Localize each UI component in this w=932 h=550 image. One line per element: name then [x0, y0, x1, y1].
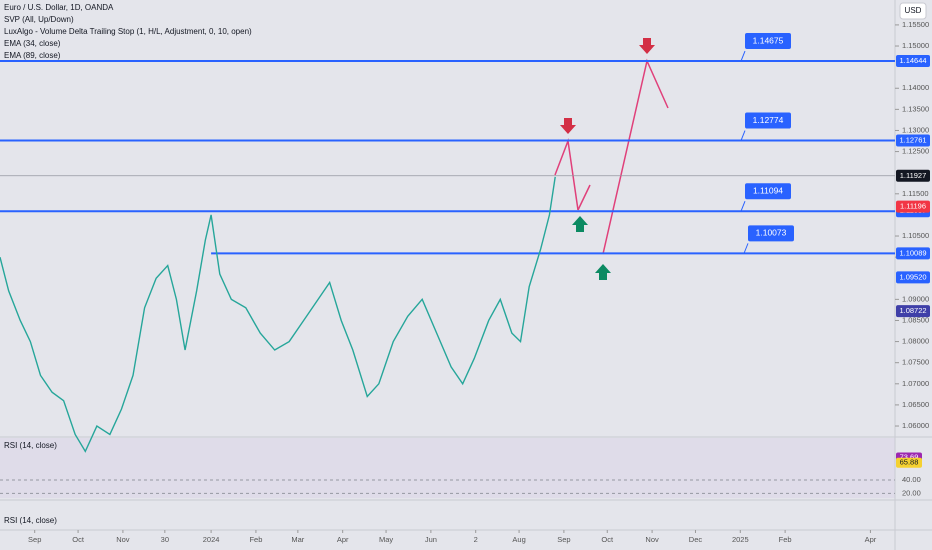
y-tick-label: 1.06500 [902, 400, 929, 409]
target-pointer [740, 201, 746, 212]
up-arrow [572, 216, 588, 232]
level-badge [896, 134, 930, 147]
level-label: 1.12761 [899, 136, 926, 145]
rsi-pane [0, 438, 895, 498]
indicator: SVP (All, Up/Down) [4, 15, 74, 24]
target-label: 1.11094 [753, 185, 783, 195]
target-pointer [740, 130, 746, 141]
x-tick-label: Apr [865, 535, 877, 544]
rsi-tick-label: 20.00 [902, 488, 921, 497]
target-badge [748, 225, 794, 242]
y-tick-label: 1.07500 [902, 358, 929, 367]
x-tick-label: 2025 [732, 535, 749, 544]
x-tick-label: Nov [116, 535, 130, 544]
rsi-reading: 65.88 [900, 458, 919, 467]
y-tick-label: 1.15000 [902, 41, 929, 50]
x-tick-label: May [379, 535, 393, 544]
down-arrow [639, 38, 655, 54]
target-label: 1.14675 [753, 35, 784, 45]
level-badge [896, 55, 930, 68]
x-tick-label: Feb [779, 535, 792, 544]
y-tick-label: 1.13500 [902, 104, 929, 113]
x-tick-label: Nov [645, 535, 659, 544]
x-tick-label: Mar [291, 535, 304, 544]
indicator: LuxAlgo - Volume Delta Trailing Stop (1,… [4, 27, 252, 36]
currency[interactable]: USD [905, 6, 922, 15]
price-badge [896, 271, 930, 284]
target-pointer [743, 243, 749, 254]
x-tick-label: 2 [474, 535, 478, 544]
indicator: EMA (89, close) [4, 51, 61, 60]
y-tick-label: 1.07000 [902, 379, 929, 388]
y-tick-label: 1.09000 [902, 294, 929, 303]
y-tick-label: 1.13000 [902, 125, 929, 134]
x-tick-label: Oct [601, 535, 614, 544]
level-label: 1.14644 [899, 56, 926, 65]
down-arrow [560, 118, 576, 134]
price-label: 1.09520 [899, 272, 926, 281]
x-tick-label: Apr [337, 535, 349, 544]
price-label: 1.11927 [900, 171, 927, 180]
x-tick-label: Aug [512, 535, 525, 544]
y-tick-label: 1.14000 [902, 83, 929, 92]
level-badge [896, 247, 930, 260]
target-label: 1.10073 [756, 228, 787, 238]
price-label: 1.08722 [899, 306, 926, 315]
y-tick-label: 1.15500 [902, 20, 929, 29]
y-tick-label: 1.06000 [902, 421, 929, 430]
x-tick-label: 30 [161, 535, 169, 544]
target-pointer [740, 50, 746, 62]
y-tick-label: 1.11500 [902, 189, 929, 198]
x-tick-label: 2024 [203, 535, 220, 544]
target-badge [745, 183, 791, 200]
rsi-badge [896, 457, 922, 468]
price-badge [896, 200, 930, 213]
x-tick-label: Feb [249, 535, 262, 544]
currency-box[interactable] [899, 2, 927, 20]
y-tick-label: 1.12500 [902, 147, 929, 156]
y-tick-label: 1.10500 [902, 231, 929, 240]
target-badge [745, 33, 791, 50]
price-line-series [0, 176, 556, 453]
indicator: EMA (34, close) [4, 39, 61, 48]
price-label: 1.11196 [900, 202, 926, 211]
target-badge [745, 112, 791, 129]
y-tick-label: 1.08500 [902, 315, 929, 324]
x-tick-label: Jun [425, 535, 437, 544]
chart-title: Euro / U.S. Dollar, 1D, OANDA [4, 3, 114, 12]
y-tick-label: 1.08000 [902, 337, 929, 346]
rsi-tick-label: 40.00 [902, 475, 921, 484]
price-badge [896, 169, 930, 182]
up-arrow [595, 264, 611, 280]
x-tick-label: Sep [557, 535, 570, 544]
x-tick-label: Sep [28, 535, 41, 544]
price-badge [896, 305, 930, 318]
rsi-title: RSI (14, close) [4, 441, 57, 450]
projection [577, 184, 591, 211]
target-label: 1.12774 [753, 115, 784, 125]
x-tick-label: Dec [689, 535, 703, 544]
rsi-title: RSI (14, close) [4, 516, 57, 525]
level-label: 1.10089 [899, 248, 926, 257]
x-tick-label: Oct [72, 535, 85, 544]
rsi-reading: 73.69 [900, 453, 919, 462]
